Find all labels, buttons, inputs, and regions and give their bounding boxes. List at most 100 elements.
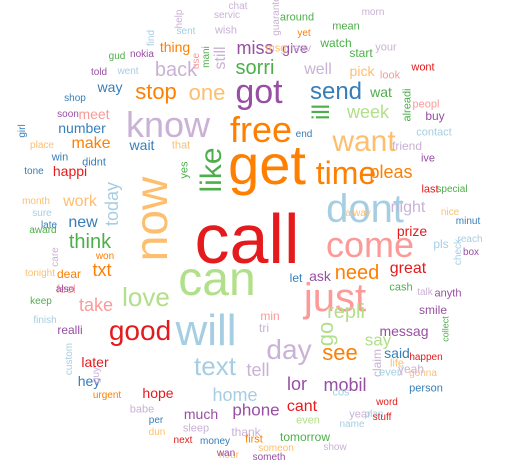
cloud-word-even: even — [296, 414, 320, 427]
cloud-word-nokia: nokia — [130, 49, 154, 60]
cloud-word-also: also — [55, 284, 75, 295]
cloud-word-custom: custom — [64, 342, 75, 376]
cloud-word-sure: sure — [32, 208, 52, 219]
cloud-word-meet: meet — [78, 106, 110, 122]
cloud-word-look: look — [379, 69, 401, 82]
cloud-word-get: get — [228, 133, 306, 196]
cloud-word-happi: happi — [52, 163, 88, 179]
cloud-word-year: year — [349, 408, 371, 421]
cloud-word-thank: thank — [231, 425, 261, 439]
cloud-word-dun: dun — [148, 427, 166, 438]
cloud-word-that: that — [171, 139, 191, 152]
cloud-word-told: told — [90, 67, 108, 78]
cloud-word-good: good — [108, 315, 172, 346]
cloud-word-call: call — [194, 200, 300, 278]
cloud-word-won: won — [95, 251, 115, 262]
cloud-word-ask: ask — [309, 268, 331, 284]
cloud-word-end: end — [295, 129, 313, 140]
cloud-word-didnt: didnt — [82, 156, 106, 169]
cloud-word-urgent: urgent — [92, 390, 122, 401]
cloud-word-shop: shop — [64, 93, 86, 104]
cloud-word-your: your — [375, 41, 397, 54]
cloud-word-give: give — [282, 40, 308, 56]
cloud-word-friend: friend — [391, 139, 423, 153]
cloud-word-come: come — [325, 224, 415, 265]
cloud-word-yeah: yeah — [397, 362, 425, 376]
cloud-word-everi: everi — [379, 366, 403, 379]
cloud-word-went: went — [117, 66, 139, 77]
cloud-word-babe: babe — [129, 403, 155, 416]
cloud-word-mobil: mobil — [323, 375, 367, 395]
cloud-word-min: min — [260, 309, 280, 323]
cloud-word-pleas: pleas — [369, 162, 413, 182]
cloud-word-new: new — [68, 214, 98, 231]
cloud-word-free: free — [229, 109, 293, 150]
cloud-word-way: way — [97, 79, 123, 95]
cloud-word-stuff: stuff — [372, 412, 392, 423]
cloud-word-guarante: guarante — [271, 0, 282, 36]
cloud-word-back: back — [154, 59, 198, 81]
cloud-word-much: much — [183, 406, 219, 422]
cloud-word-mean: mean — [332, 20, 360, 33]
cloud-word-someth: someth — [252, 452, 286, 463]
cloud-word-plan: plan — [364, 409, 384, 420]
cloud-word-messag: messag — [379, 323, 429, 339]
cloud-word-time: time — [315, 155, 377, 191]
cloud-word-name: name — [339, 419, 365, 430]
cloud-word-will: will — [175, 306, 237, 355]
cloud-word-award: award — [29, 225, 57, 236]
cloud-word-gud: gud — [108, 51, 126, 62]
cloud-word-said: said — [384, 345, 410, 361]
cloud-word-check: check — [453, 238, 464, 266]
cloud-word-pls: pls — [433, 237, 449, 251]
cloud-word-hope: hope — [142, 385, 174, 401]
cloud-word-prize: prize — [396, 223, 428, 239]
cloud-word-win: win — [51, 151, 69, 164]
cloud-word-cos: cos — [332, 386, 350, 399]
cloud-word-chat: chat — [228, 1, 248, 12]
cloud-word-happen: happen — [409, 352, 443, 363]
cloud-word-feel: feel — [56, 282, 76, 296]
cloud-word-know: know — [125, 104, 211, 145]
cloud-word-make: make — [71, 135, 111, 152]
cloud-word-text: text — [194, 351, 236, 381]
cloud-word-place: place — [30, 140, 54, 151]
cloud-word-pick: pick — [349, 63, 375, 79]
cloud-word-just: just — [303, 276, 367, 320]
cloud-word-hey: hey — [77, 373, 101, 389]
cloud-word-well: well — [304, 61, 332, 78]
cloud-word-late: late — [40, 220, 58, 231]
cloud-word-minut: minut — [455, 216, 481, 227]
cloud-word-love: love — [122, 282, 170, 312]
cloud-word-talk: talk — [417, 287, 433, 298]
cloud-word-nice: nice — [440, 207, 460, 218]
cloud-word-leav: leav — [290, 42, 312, 55]
cloud-word-ill: ill — [308, 104, 335, 120]
cloud-word-today: today — [102, 181, 122, 227]
cloud-word-repli: repli — [327, 301, 365, 323]
cloud-word-finish: finish — [33, 315, 57, 326]
cloud-word-lor: lor — [286, 374, 308, 394]
cloud-word-wat: wat — [370, 84, 392, 100]
cloud-word-one: one — [188, 80, 226, 105]
cloud-word-dont: dont — [326, 187, 404, 231]
cloud-word-morn: morn — [361, 7, 385, 18]
cloud-word-sent: sent — [176, 26, 196, 37]
cloud-word-now: now — [125, 176, 177, 262]
cloud-word-alway: alway — [345, 208, 371, 219]
cloud-word-day: day — [266, 334, 312, 365]
cloud-word-phone: phone — [232, 400, 280, 420]
cloud-word-someon: someon — [258, 443, 294, 454]
cloud-word-can: can — [178, 253, 256, 306]
cloud-word-life: life — [389, 357, 405, 370]
cloud-word-watch: watch — [320, 36, 352, 50]
cloud-word-servic: servic — [213, 10, 241, 21]
cloud-word-take: take — [78, 295, 114, 315]
cloud-word-box: box — [462, 247, 480, 258]
cloud-word-like: like — [195, 147, 228, 193]
cloud-word-find: find — [146, 29, 157, 47]
cloud-word-need: need — [334, 262, 380, 284]
cloud-word-miss: miss — [236, 38, 274, 58]
cloud-word-reach: reach — [457, 234, 483, 245]
cloud-word-contact: contact — [416, 126, 452, 139]
